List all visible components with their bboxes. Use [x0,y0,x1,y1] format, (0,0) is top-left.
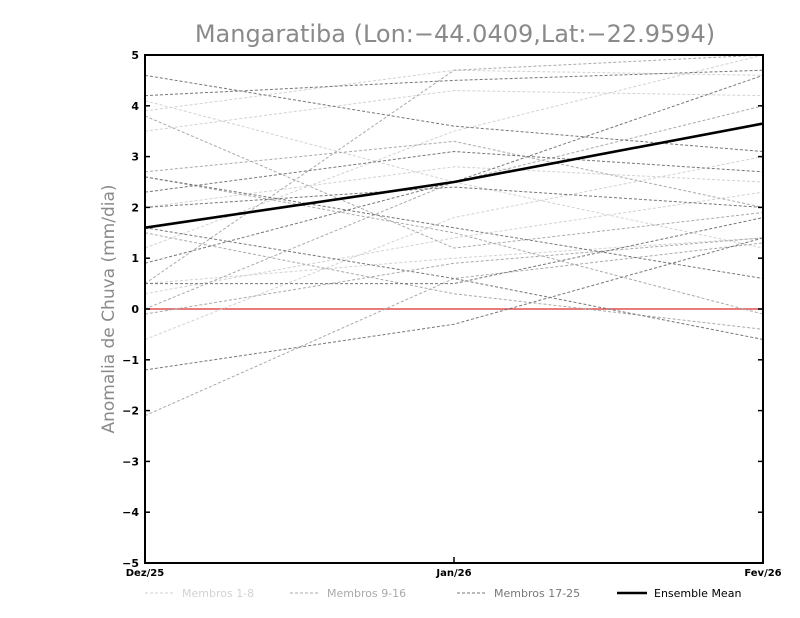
member-line-19 [145,186,763,208]
y-tick-label: −3 [122,455,139,468]
member-line-20 [145,74,763,264]
y-tick-label: −4 [122,506,139,519]
member-line-15 [145,105,763,310]
x-tick-label: Dez/25 [126,568,165,579]
y-tick-label: 5 [131,49,139,62]
member-line-17 [145,69,763,97]
y-axis-label: Anomalia de Chuva (mm/dia) [99,184,119,433]
member-line-14 [145,242,763,417]
member-line-16 [145,140,763,208]
legend-label: Membros 1-8 [182,587,254,600]
member-line-3 [145,237,763,285]
y-tick-label: 4 [131,100,139,113]
y-tick-label: 1 [131,252,139,265]
member-line-1 [145,90,763,132]
member-line-11 [145,176,763,315]
y-tick-label: 2 [131,201,139,214]
legend: Membros 1-8 Membros 9-16 Membros 17-25 Ense… [145,587,741,600]
member-line-13 [145,232,763,330]
member-line-24 [145,151,763,193]
ensemble-mean-line [145,122,763,230]
member-line-12 [145,115,763,249]
member-line-22 [145,176,763,280]
legend-label: Membros 9-16 [327,587,406,600]
x-tick-label: Jan/26 [435,568,471,579]
y-tick-label: −2 [122,405,139,418]
y-tick-label: −1 [122,354,139,367]
member-line-8 [145,100,763,249]
y-tick-label: −5 [122,557,139,570]
member-line-7 [145,166,763,208]
member-line-6 [145,55,763,249]
member-line-10 [145,237,763,315]
x-tick-label: Fev/26 [744,568,781,579]
plot-area: −5 −4 −3 −2 −1 0 1 2 3 4 5 Dez/25 Jan/26 Fev/26 [122,49,782,579]
legend-label: Membros 17-25 [494,587,580,600]
member-line-4 [145,191,763,295]
y-tick-label: 3 [131,151,139,164]
member-line-23 [145,217,763,285]
y-tick-label: 0 [131,303,139,316]
member-line-21 [145,237,763,371]
member-line-9 [145,55,763,285]
chart-title: Mangaratiba (Lon:−44.0409,Lat:−22.9594) [195,20,715,48]
legend-label: Ensemble Mean [654,587,741,600]
